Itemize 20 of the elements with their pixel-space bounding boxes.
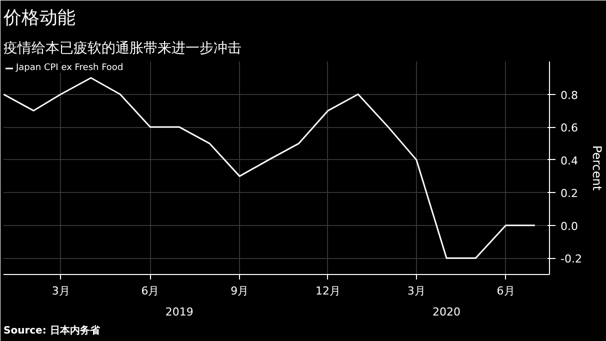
line-series [4, 77, 536, 259]
y-tick-label: -0.2 [560, 252, 582, 266]
x2-tick-label: 2020 [432, 306, 461, 318]
x-tick-label: 12月 [315, 284, 340, 298]
y-tick-label: 0.8 [560, 88, 578, 102]
y-tick-label: 0.2 [560, 187, 578, 200]
legend-label: Japan CPI ex Fresh Food [16, 63, 124, 73]
x-tick-label: 3月 [407, 284, 426, 298]
chart-subtitle: 疫情给本已疲软的通胀带来进一步冲击 [4, 40, 242, 56]
x2-tick-label: 2019 [165, 306, 194, 318]
x-tick-label: 6月 [141, 284, 160, 298]
x-tick-label: 6月 [496, 284, 515, 298]
chart-title: 价格动能 [2, 8, 76, 28]
x-tick-label: 3月 [52, 284, 70, 298]
y-axis-title: Percent [590, 145, 604, 191]
x-tick-label: 9月 [230, 284, 249, 298]
source-note: Source: 日本内务省 [4, 324, 101, 336]
y-tick-label: 0.0 [560, 220, 578, 233]
y-tick-label: 0.6 [560, 122, 578, 135]
y-tick-label: 0.4 [560, 154, 578, 168]
